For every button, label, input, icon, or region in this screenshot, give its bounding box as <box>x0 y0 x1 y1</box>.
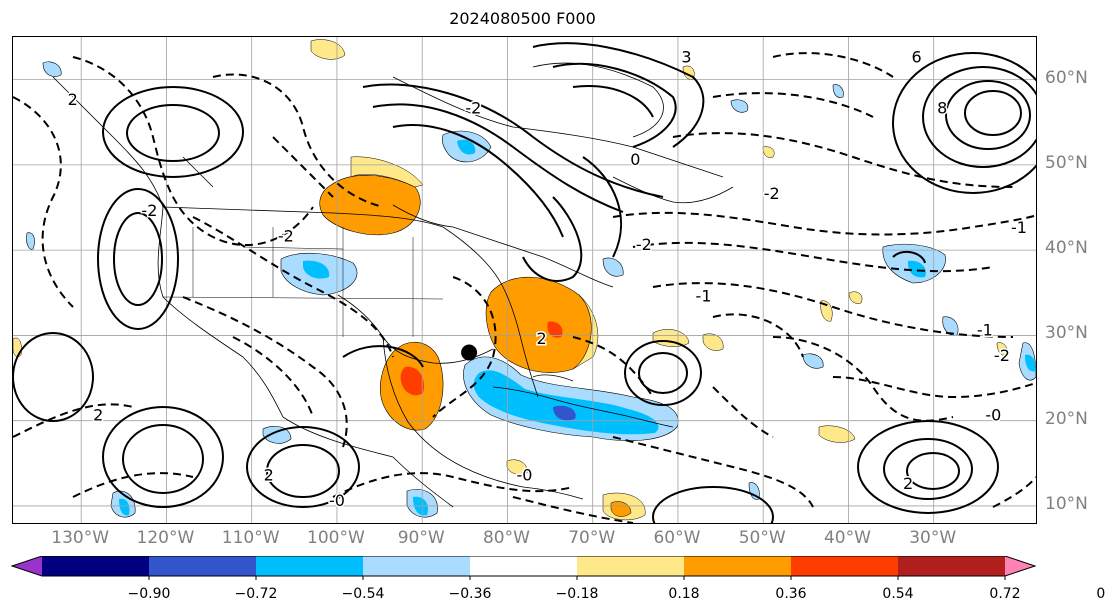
longitude-label: 70°W <box>568 528 616 548</box>
colorbar-extend-low <box>12 556 42 576</box>
positive-contours <box>13 42 1036 523</box>
colorbar-tick-label: 0.36 <box>775 586 807 602</box>
contour-label: -2 <box>278 227 294 246</box>
negative-contours <box>13 52 1036 523</box>
latitude-label: 50°N <box>1045 152 1088 173</box>
colorbar-segment <box>577 556 685 576</box>
contour-label: -0 <box>517 465 533 484</box>
contour-label: -2 <box>636 235 652 254</box>
contour-label: 2 <box>93 406 103 425</box>
contour-label: 3 <box>681 48 691 67</box>
contour-label: -2 <box>141 201 157 220</box>
colorbar-segment <box>791 556 899 576</box>
latitude-label: 40°N <box>1045 238 1088 259</box>
anomaly-patch-orange-great-lakes <box>319 175 421 236</box>
storm-center-marker <box>461 344 478 361</box>
longitude-label: 60°W <box>653 528 701 548</box>
colorbar-segment <box>42 556 150 576</box>
colorbar-tick-label: −0.54 <box>341 586 385 602</box>
contour-label: -0 <box>985 406 1001 425</box>
colorbar-tick-label: 0.72 <box>989 586 1021 602</box>
longitude-label: 120°W <box>136 528 195 548</box>
contour-label: 2 <box>68 90 78 109</box>
longitude-label: 30°W <box>909 528 957 548</box>
longitude-label: 50°W <box>738 528 786 548</box>
contour-label: -0 <box>329 491 345 510</box>
colorbar-tick-label: −0.18 <box>555 586 599 602</box>
longitude-label: 130°W <box>51 528 110 548</box>
colorbar-outline <box>10 556 1037 577</box>
contour-label: 2 <box>264 465 274 484</box>
longitude-label: 40°W <box>823 528 871 548</box>
colorbar-segment <box>898 556 1006 576</box>
latitude-label: 60°N <box>1045 67 1088 88</box>
longitude-label: 110°W <box>221 528 280 548</box>
coastlines <box>52 62 734 508</box>
longitude-label: 100°W <box>307 528 365 548</box>
colorbar-segment <box>363 556 471 576</box>
contour-label: 2 <box>536 329 546 348</box>
colorbar <box>10 556 1037 580</box>
colorbar-segment <box>684 556 792 576</box>
colorbar-segment <box>470 556 578 576</box>
latitude-label: 30°N <box>1045 323 1088 344</box>
colorbar-tick-label: 0.18 <box>668 586 700 602</box>
latitude-label: 20°N <box>1045 408 1088 429</box>
contour-label: -2 <box>465 99 481 118</box>
anomaly-patch-orange-southeast <box>485 276 592 373</box>
contour-label: 8 <box>937 99 947 118</box>
colorbar-tick-label: 0.54 <box>882 586 914 602</box>
colorbar-tick-label: −0.36 <box>448 586 492 602</box>
colorbar-tick-label: −0.90 <box>127 586 171 602</box>
contour-label: -1 <box>696 286 712 305</box>
contour-label: -1 <box>977 320 993 339</box>
colorbar-segment <box>256 556 364 576</box>
graticule <box>13 37 1036 523</box>
contour-label: -1 <box>1011 218 1027 237</box>
contour-label: -2 <box>764 184 780 203</box>
longitude-label: 80°W <box>482 528 530 548</box>
colorbar-extend-high <box>1005 556 1035 576</box>
contour-label: 2 <box>903 474 913 493</box>
contour-label: -2 <box>994 346 1010 365</box>
colorbar-segment <box>149 556 257 576</box>
colorbar-tick-label: 0.90 <box>1096 586 1105 602</box>
colorbar-tick-label: −0.72 <box>234 586 278 602</box>
contour-label: 6 <box>912 48 922 67</box>
longitude-label: 90°W <box>397 528 445 548</box>
latitude-label: 10°N <box>1045 493 1088 514</box>
map-title: 2024080500 F000 <box>449 9 596 28</box>
map-panel[interactable]: 2 -2 -2 -2 -2 -2 -1 -1 -2 -0 -1 2 -0 -0 2 2 2 6 8 3 0 <box>12 36 1037 524</box>
positive-anomaly-patches <box>13 39 1008 521</box>
contour-label: 0 <box>630 150 640 169</box>
